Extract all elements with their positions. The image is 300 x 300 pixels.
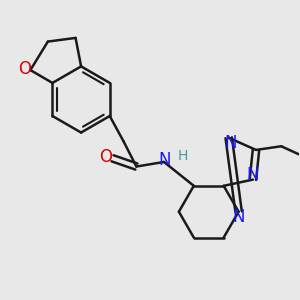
Text: N: N [232, 208, 245, 226]
Text: N: N [225, 134, 237, 152]
Text: O: O [99, 148, 112, 166]
Text: N: N [159, 151, 171, 169]
Text: H: H [178, 149, 188, 164]
Text: N: N [247, 166, 259, 184]
Text: O: O [18, 60, 32, 78]
